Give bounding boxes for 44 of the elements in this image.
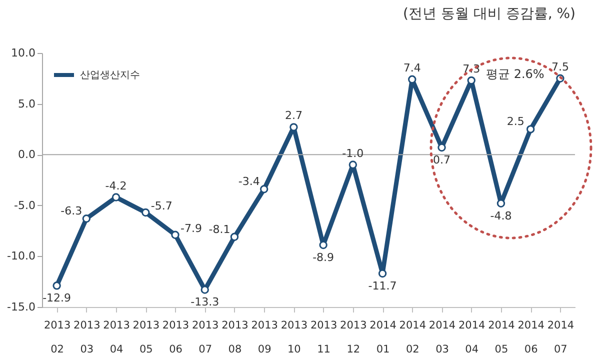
data-label: 2.5	[506, 115, 524, 128]
x-tick-label: 2014 06	[518, 320, 545, 356]
data-label: -5.7	[150, 200, 172, 213]
data-label: -8.9	[312, 251, 334, 264]
data-label: -8.1	[208, 222, 230, 236]
x-tick-label: 2014 03	[428, 320, 456, 356]
x-tick-label: 2014 04	[458, 320, 486, 356]
data-label: -12.9	[42, 292, 72, 305]
data-label: 0.7	[433, 153, 450, 166]
data-label: -11.7	[368, 279, 397, 292]
x-tick-label: 2013 07	[192, 320, 219, 356]
x-tick-label: 2013 03	[74, 320, 100, 356]
y-tick-label: 10.0	[11, 46, 36, 60]
data-label: -7.9	[180, 222, 202, 235]
data-label: -1.0	[342, 146, 364, 160]
y-tick-label: 5.0	[18, 97, 36, 110]
x-tick-label: 2013 04	[103, 320, 130, 356]
x-tick-label: 2013 02	[44, 320, 71, 356]
data-label: 7.5	[551, 60, 569, 74]
chart-title: (전년 동월 대비 증감률, %)	[403, 6, 576, 22]
x-tick-label: 2014 01	[370, 320, 397, 356]
x-tick-label: 2014 07	[547, 320, 574, 356]
x-tick-label: 2013 05	[132, 320, 160, 356]
y-tick-label: -15.0	[7, 300, 36, 314]
data-label: 2.7	[284, 109, 302, 122]
annotation: 평균 2.6%	[486, 66, 544, 83]
x-tick-label: 2013 06	[162, 320, 190, 356]
x-tick-label: 2013 08	[222, 320, 248, 356]
data-label: -6.3	[60, 204, 82, 218]
x-tick-label: 2013 09	[251, 320, 278, 356]
x-tick-label: 2013 11	[310, 320, 338, 356]
data-label: -4.8	[490, 209, 512, 222]
x-tick-label: 2013 10	[280, 320, 308, 356]
x-tick-label: 2014 02	[399, 320, 426, 356]
y-tick-label: -10.0	[7, 250, 36, 263]
y-tick-label: -5.0	[14, 198, 36, 212]
data-label: -13.3	[190, 296, 220, 309]
data-label: -4.2	[105, 179, 127, 192]
data-label: -3.4	[238, 175, 260, 188]
x-tick-label: 2013 12	[340, 320, 367, 356]
y-tick-label: 0.0	[18, 148, 36, 162]
data-label: 7.4	[403, 61, 421, 74]
x-tick-label: 2014 05	[488, 320, 516, 356]
legend-label: 산업생산지수	[80, 70, 140, 81]
